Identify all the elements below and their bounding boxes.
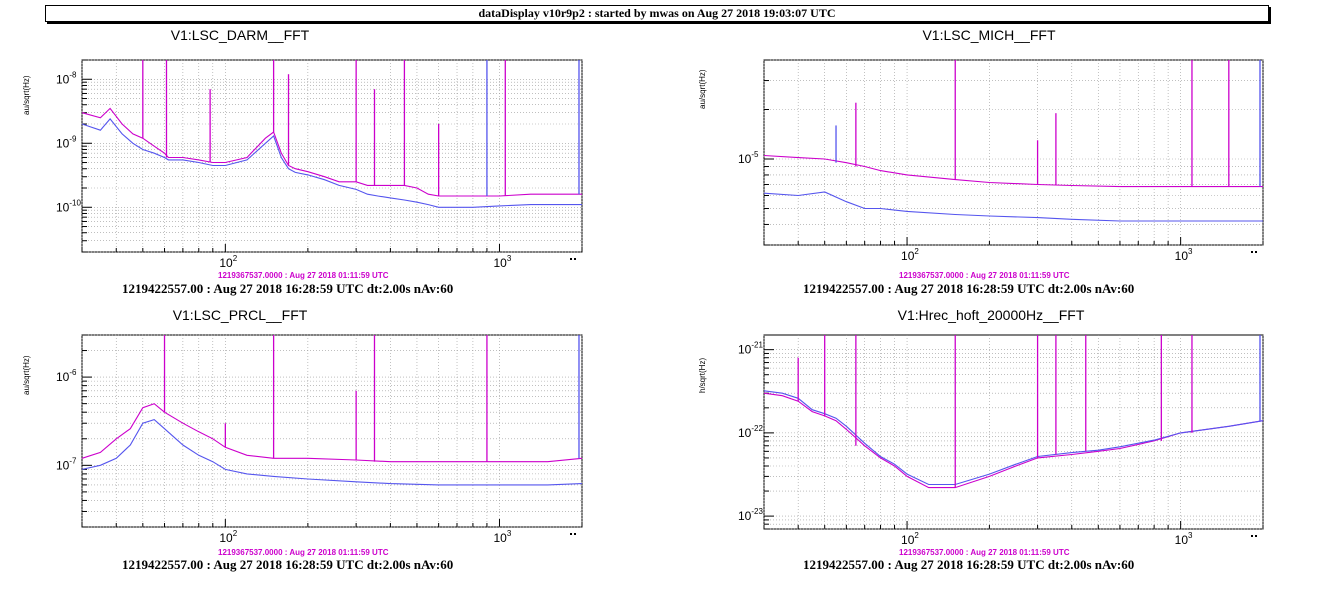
x-tick-label: 103	[493, 529, 511, 545]
trace-footer: 1219422557.00 : Aug 27 2018 16:28:59 UTC…	[122, 281, 454, 296]
banner-title: dataDisplay v10r9p2 : started by mwas on…	[478, 6, 836, 20]
y-axis-label: au/sqrt(Hz)	[22, 75, 31, 115]
series-line-1	[81, 118, 582, 208]
trace-footer: 1219422557.00 : Aug 27 2018 16:28:59 UTC…	[803, 557, 1135, 572]
y-tick-label: 10-23	[738, 507, 763, 523]
x-tick-label: 103	[1175, 247, 1193, 263]
series-line-1	[81, 418, 583, 486]
y-tick-exponent: -8	[69, 70, 77, 79]
x-tick-label: 102	[901, 531, 919, 547]
y-axis-label: h/sqrt(Hz)	[698, 357, 707, 393]
y-tick-exponent: -10	[69, 198, 81, 207]
spectrum-panel-hrec: V1:Hrec_hoft_20000Hz__FFT 102 103 10-23 10-…	[661, 307, 1321, 592]
app-banner: dataDisplay v10r9p2 : started by mwas on…	[45, 5, 1269, 22]
y-tick-exponent: -6	[69, 368, 77, 377]
x-tick-label: 103	[1175, 531, 1193, 547]
y-tick-exponent: -5	[751, 150, 759, 159]
series-line-1	[763, 191, 1263, 222]
y-tick-exponent: -7	[69, 456, 77, 465]
plot-frame	[763, 334, 1264, 530]
spectrum-plot[interactable]: 102 103 10-23 10-22 10-21	[661, 307, 1321, 575]
series-line-0	[763, 154, 1263, 188]
y-axis-label: au/sqrt(Hz)	[698, 69, 707, 109]
y-tick-exponent: -23	[751, 507, 763, 516]
y-tick-exponent: -21	[751, 341, 763, 350]
x-tick-exponent: 3	[1188, 531, 1193, 540]
reference-timestamp: 1219367537.0000 : Aug 27 2018 01:11:59 U…	[899, 271, 1070, 280]
y-tick-label: 10-8	[56, 70, 77, 86]
x-tick-label: 103	[493, 254, 511, 270]
y-tick-label: 10-5	[738, 150, 759, 166]
spectrum-panel-prcl: V1:LSC_PRCL__FFT 102 103 10-7 10-6 au/sqrt(…	[0, 307, 660, 592]
y-tick-label: 10-10	[56, 198, 81, 214]
panel-title: V1:Hrec_hoft_20000Hz__FFT	[897, 307, 1085, 323]
y-tick-label: 10-7	[56, 456, 77, 472]
series-line-1	[763, 390, 1264, 486]
plot-frame	[81, 334, 583, 528]
y-tick-label: 10-9	[56, 134, 77, 150]
trace-footer: 1219422557.00 : Aug 27 2018 16:28:59 UTC…	[122, 557, 454, 572]
x-tick-exponent: 2	[914, 247, 919, 256]
reference-timestamp: 1219367537.0000 : Aug 27 2018 01:11:59 U…	[218, 548, 389, 557]
series-line-0	[81, 403, 583, 463]
plot-frame	[81, 59, 583, 253]
spectrum-panel-mich: V1:LSC_MICH__FFT 102 103 10-5 au/sqrt(Hz) …	[661, 27, 1321, 312]
y-axis-label: au/sqrt(Hz)	[22, 355, 31, 395]
y-tick-label: 10-22	[738, 424, 763, 440]
reference-timestamp: 1219367537.0000 : Aug 27 2018 01:11:59 U…	[218, 271, 389, 280]
x-tick-label: 102	[219, 254, 237, 270]
trace-footer: 1219422557.00 : Aug 27 2018 16:28:59 UTC…	[803, 281, 1135, 296]
spectrum-plot[interactable]: 102 103 10-10 10-9 10-8	[0, 27, 660, 307]
spectrum-panel-darm: V1:LSC_DARM__FFT 102 103 10-10 10-9 10-8 au/…	[0, 27, 660, 312]
x-tick-label: 102	[901, 247, 919, 263]
panel-title: V1:LSC_MICH__FFT	[922, 27, 1056, 43]
panel-title: V1:LSC_PRCL__FFT	[172, 307, 308, 323]
y-tick-label: 10-21	[738, 341, 763, 357]
x-tick-exponent: 2	[233, 529, 238, 538]
series-line-0	[81, 107, 582, 197]
x-tick-label: 102	[219, 529, 237, 545]
y-tick-exponent: -9	[69, 134, 77, 143]
series-line-0	[763, 392, 1264, 489]
spectrum-plot[interactable]: 102 103 10-5	[661, 27, 1321, 307]
spectrum-plot[interactable]: 102 103 10-7 10-6	[0, 307, 660, 575]
x-tick-exponent: 2	[233, 254, 238, 263]
y-tick-label: 10-6	[56, 368, 77, 384]
x-tick-exponent: 3	[507, 254, 512, 263]
y-tick-exponent: -22	[751, 424, 763, 433]
panel-title: V1:LSC_DARM__FFT	[170, 27, 310, 43]
reference-timestamp: 1219367537.0000 : Aug 27 2018 01:11:59 U…	[899, 548, 1070, 557]
x-tick-exponent: 2	[914, 531, 919, 540]
x-tick-exponent: 3	[1188, 247, 1193, 256]
plot-frame	[763, 59, 1264, 246]
x-tick-exponent: 3	[507, 529, 512, 538]
